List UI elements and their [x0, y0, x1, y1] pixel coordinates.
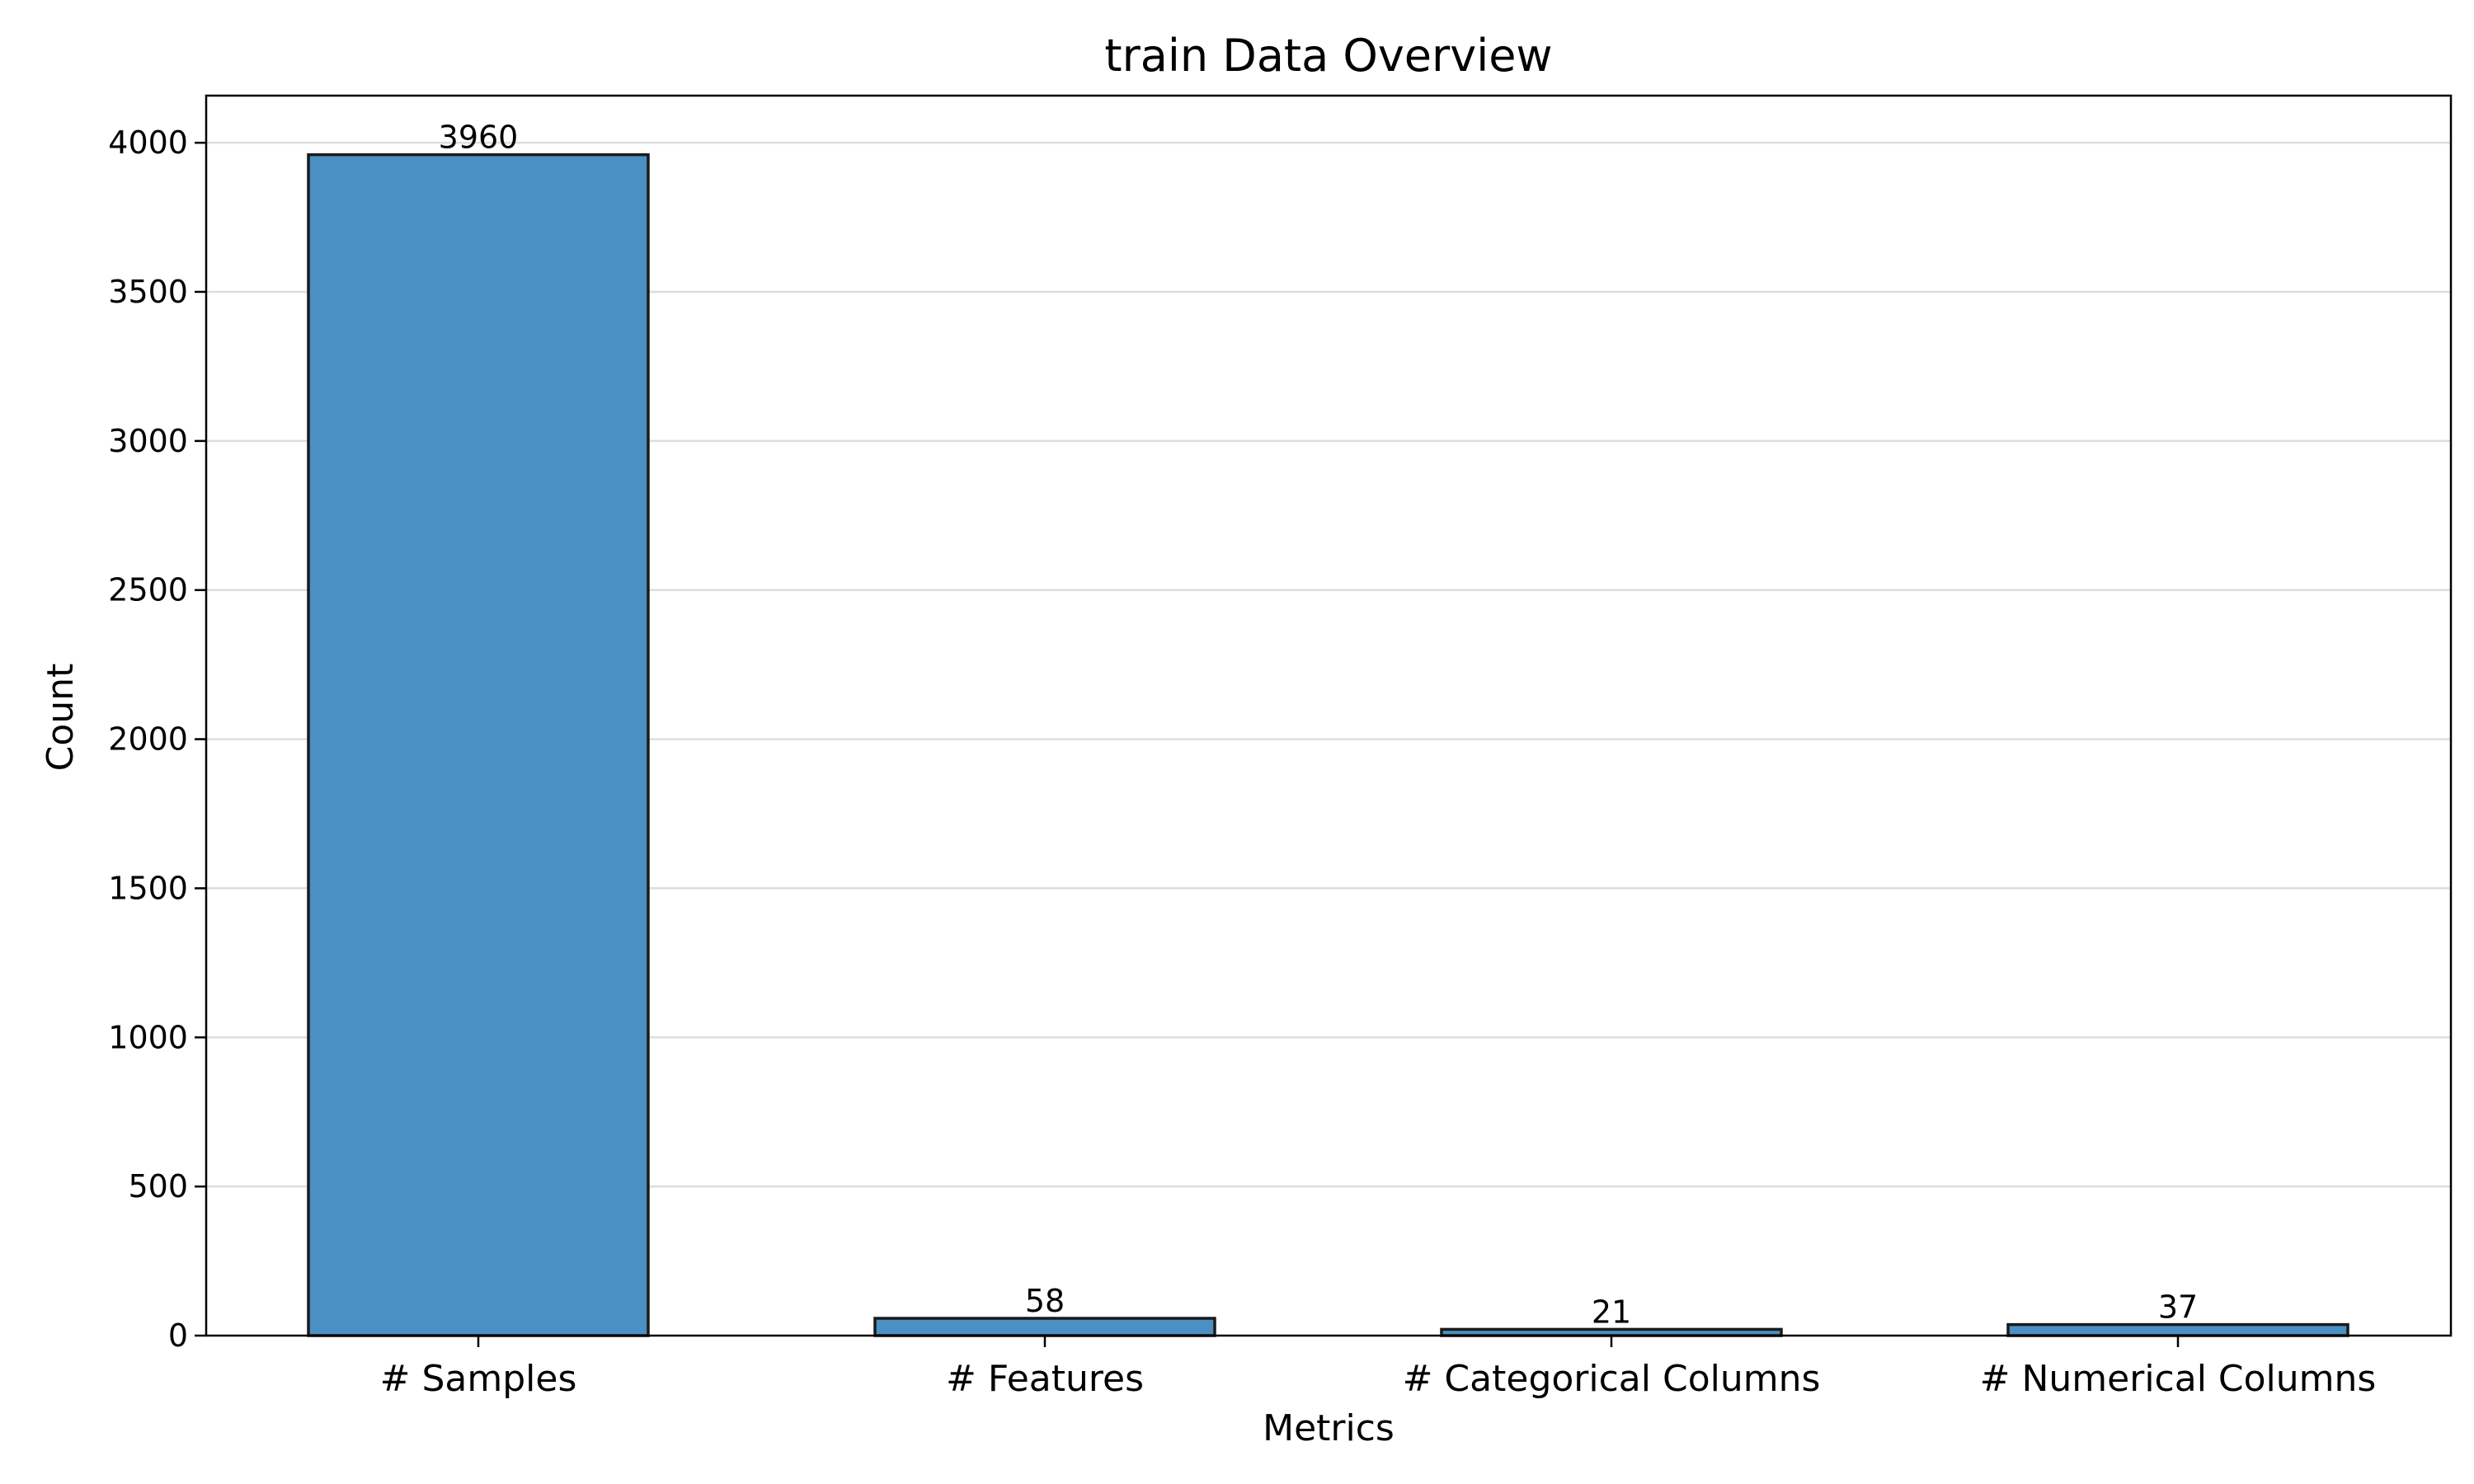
data-labels: 3960 58 21 37 — [439, 120, 2199, 1331]
bar-value-label: 3960 — [439, 120, 519, 156]
bar — [873, 1317, 1216, 1337]
y-tick-label: 2000 — [108, 721, 188, 758]
y-axis-ticks: 0 500 1000 1500 2000 2500 3000 3500 4000 — [108, 124, 206, 1354]
x-tick-label: # Categorical Columns — [1403, 1358, 1821, 1400]
x-tick-label: # Samples — [380, 1358, 577, 1400]
y-tick-label: 1500 — [108, 870, 188, 906]
chart-title: train Data Overview — [1104, 30, 1552, 82]
x-axis-title: Metrics — [1263, 1407, 1395, 1449]
x-tick-label: # Numerical Columns — [1980, 1358, 2377, 1400]
y-tick-label: 0 — [168, 1317, 188, 1354]
y-tick-label: 3500 — [108, 274, 188, 310]
y-axis-title: Count — [40, 664, 82, 772]
y-tick-label: 1000 — [108, 1019, 188, 1055]
bar — [2006, 1322, 2349, 1337]
bars — [307, 153, 2349, 1337]
plot-area-frame — [205, 94, 2453, 1337]
y-tick-label: 3000 — [108, 423, 188, 459]
bar-value-label: 21 — [1592, 1294, 1631, 1330]
y-tick-label: 4000 — [108, 124, 188, 161]
x-tick-label: # Features — [946, 1358, 1144, 1400]
bar-value-label: 58 — [1025, 1283, 1065, 1319]
y-tick-label: 500 — [128, 1168, 188, 1205]
bar — [307, 153, 650, 1337]
bar-value-label: 37 — [2158, 1289, 2198, 1326]
x-axis-ticks: # Samples # Features # Categorical Columns… — [380, 1336, 2377, 1400]
y-tick-label: 2500 — [108, 572, 188, 608]
